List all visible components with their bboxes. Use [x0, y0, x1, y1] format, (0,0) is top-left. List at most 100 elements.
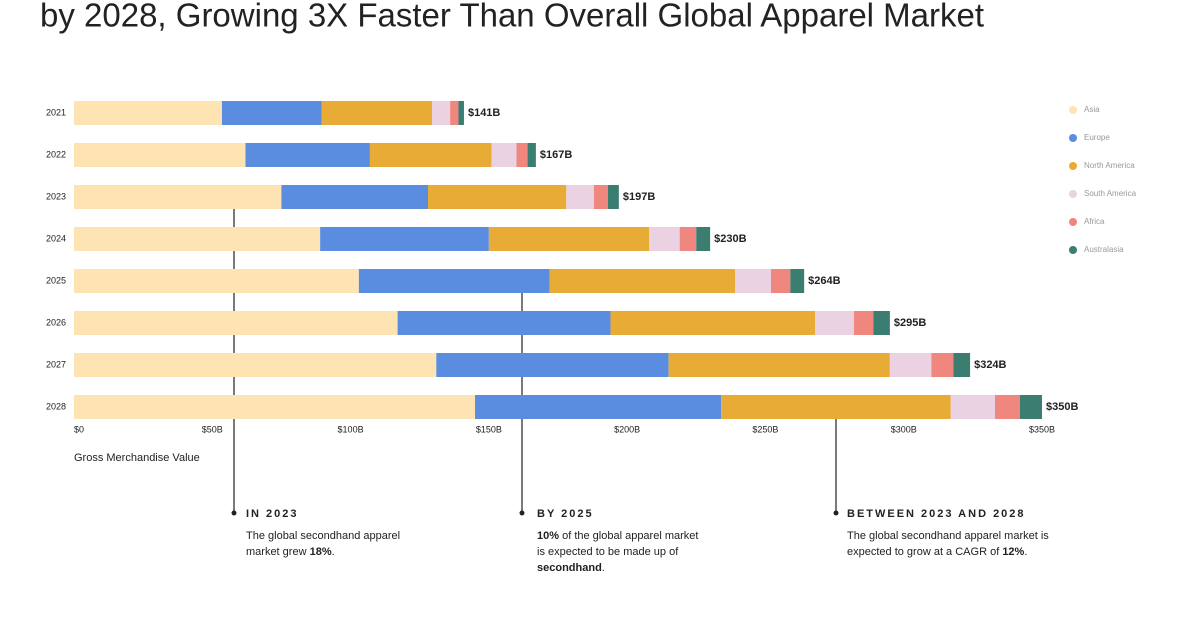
- bar-segment: [950, 395, 995, 419]
- annotation-dot: [519, 510, 525, 516]
- bar-segment: [668, 353, 890, 377]
- legend-swatch: [1069, 106, 1077, 114]
- annotation-text: .: [601, 562, 605, 574]
- bar-segment: [74, 269, 359, 293]
- annotation-text: .: [331, 546, 335, 558]
- total-label: $295B: [894, 317, 926, 329]
- legend-label: Europe: [1084, 133, 1110, 142]
- bar-segment: [610, 311, 816, 335]
- y-tick-label: 2025: [46, 275, 66, 285]
- bar-segment: [566, 185, 594, 209]
- legend-label: North America: [1084, 161, 1135, 170]
- bar-segment: [488, 227, 650, 251]
- x-tick-label: $50B: [202, 424, 223, 434]
- x-tick-label: $150B: [476, 424, 502, 434]
- bar-segment: [321, 101, 433, 125]
- legend-swatch: [1069, 246, 1077, 254]
- legend-swatch: [1069, 134, 1077, 142]
- bar-segment: [735, 269, 771, 293]
- bar-segment: [549, 269, 736, 293]
- bar-segment: [358, 269, 550, 293]
- bar-segment: [815, 311, 854, 335]
- bar-segment: [74, 227, 321, 251]
- legend-label: Africa: [1084, 217, 1105, 226]
- bar-segment: [931, 353, 954, 377]
- x-tick-label: $200B: [614, 424, 640, 434]
- bar-segment: [436, 353, 669, 377]
- bar-segment: [74, 311, 398, 335]
- bar-segment: [74, 395, 476, 419]
- bar-segment: [593, 185, 608, 209]
- bar-segment: [994, 395, 1020, 419]
- bar-segment: [221, 101, 322, 125]
- annotation-heading: BETWEEN 2023 AND 2028: [847, 508, 1026, 520]
- x-tick-label: $350B: [1029, 424, 1055, 434]
- bar-segment: [428, 185, 567, 209]
- y-tick-label: 2021: [46, 107, 66, 117]
- annotation-text: secondhand: [537, 562, 602, 574]
- annotation-dot: [833, 510, 839, 516]
- bar-segment: [281, 185, 429, 209]
- bar-segment: [74, 101, 222, 125]
- bar-segment: [74, 353, 437, 377]
- annotation-body: The global secondhand apparel market is …: [847, 528, 1052, 560]
- total-label: $197B: [623, 191, 655, 203]
- annotation-dot: [231, 510, 237, 516]
- total-label: $324B: [974, 359, 1006, 371]
- bar-segment: [475, 395, 722, 419]
- legend-swatch: [1069, 218, 1077, 226]
- x-tick-label: $100B: [338, 424, 364, 434]
- bar-segment: [649, 227, 680, 251]
- x-tick-label: $0: [74, 424, 84, 434]
- bar-segment: [516, 143, 528, 167]
- bar-segment: [320, 227, 489, 251]
- x-tick-label: $250B: [752, 424, 778, 434]
- bar-segment: [1019, 395, 1042, 419]
- y-tick-label: 2028: [46, 401, 66, 411]
- total-label: $167B: [540, 149, 572, 161]
- bar-segment: [369, 143, 492, 167]
- bar-segment: [74, 185, 282, 209]
- y-tick-label: 2026: [46, 317, 66, 327]
- bar-segment: [679, 227, 697, 251]
- total-label: $141B: [468, 107, 500, 119]
- bar-segment: [607, 185, 619, 209]
- bar-segment: [450, 101, 459, 125]
- legend-swatch: [1069, 190, 1077, 198]
- bar-segment: [458, 101, 464, 125]
- legend-swatch: [1069, 162, 1077, 170]
- bar-segment: [790, 269, 805, 293]
- annotation-text: 10%: [537, 530, 560, 542]
- bar-segment: [889, 353, 932, 377]
- chart-title: by 2028, Growing 3X Faster Than Overall …: [40, 0, 984, 34]
- bar-segment: [245, 143, 370, 167]
- legend-label: South America: [1084, 189, 1137, 198]
- annotation: BETWEEN 2023 AND 2028 The global secondha…: [847, 506, 1052, 560]
- y-tick-label: 2027: [46, 359, 66, 369]
- y-tick-label: 2024: [46, 233, 66, 243]
- bar-segment: [770, 269, 791, 293]
- annotation-body: 10% of the global apparel market is expe…: [537, 528, 702, 576]
- annotation-heading: IN 2023: [246, 508, 299, 520]
- x-axis-label: Gross Merchandise Value: [74, 452, 200, 464]
- annotation-text: .: [1024, 546, 1028, 558]
- bar-segment: [873, 311, 890, 335]
- total-label: $264B: [808, 275, 840, 287]
- annotation-text: 18%: [309, 546, 332, 558]
- bar-segment: [397, 311, 611, 335]
- annotation: IN 2023 The global secondhand apparel mar…: [246, 506, 401, 560]
- bar-segment: [953, 353, 971, 377]
- y-tick-label: 2023: [46, 191, 66, 201]
- legend-label: Australasia: [1084, 245, 1124, 254]
- annotation-text: 12%: [1002, 546, 1025, 558]
- annotation-text: The global secondhand apparel market gre…: [246, 530, 401, 558]
- annotation-heading: BY 2025: [537, 508, 594, 520]
- bar-segment: [74, 143, 246, 167]
- y-tick-label: 2022: [46, 149, 66, 159]
- annotation-text: of the global apparel market is expected…: [537, 530, 699, 558]
- x-tick-label: $300B: [891, 424, 917, 434]
- bar-segment: [432, 101, 451, 125]
- annotation-body: The global secondhand apparel market gre…: [246, 528, 401, 560]
